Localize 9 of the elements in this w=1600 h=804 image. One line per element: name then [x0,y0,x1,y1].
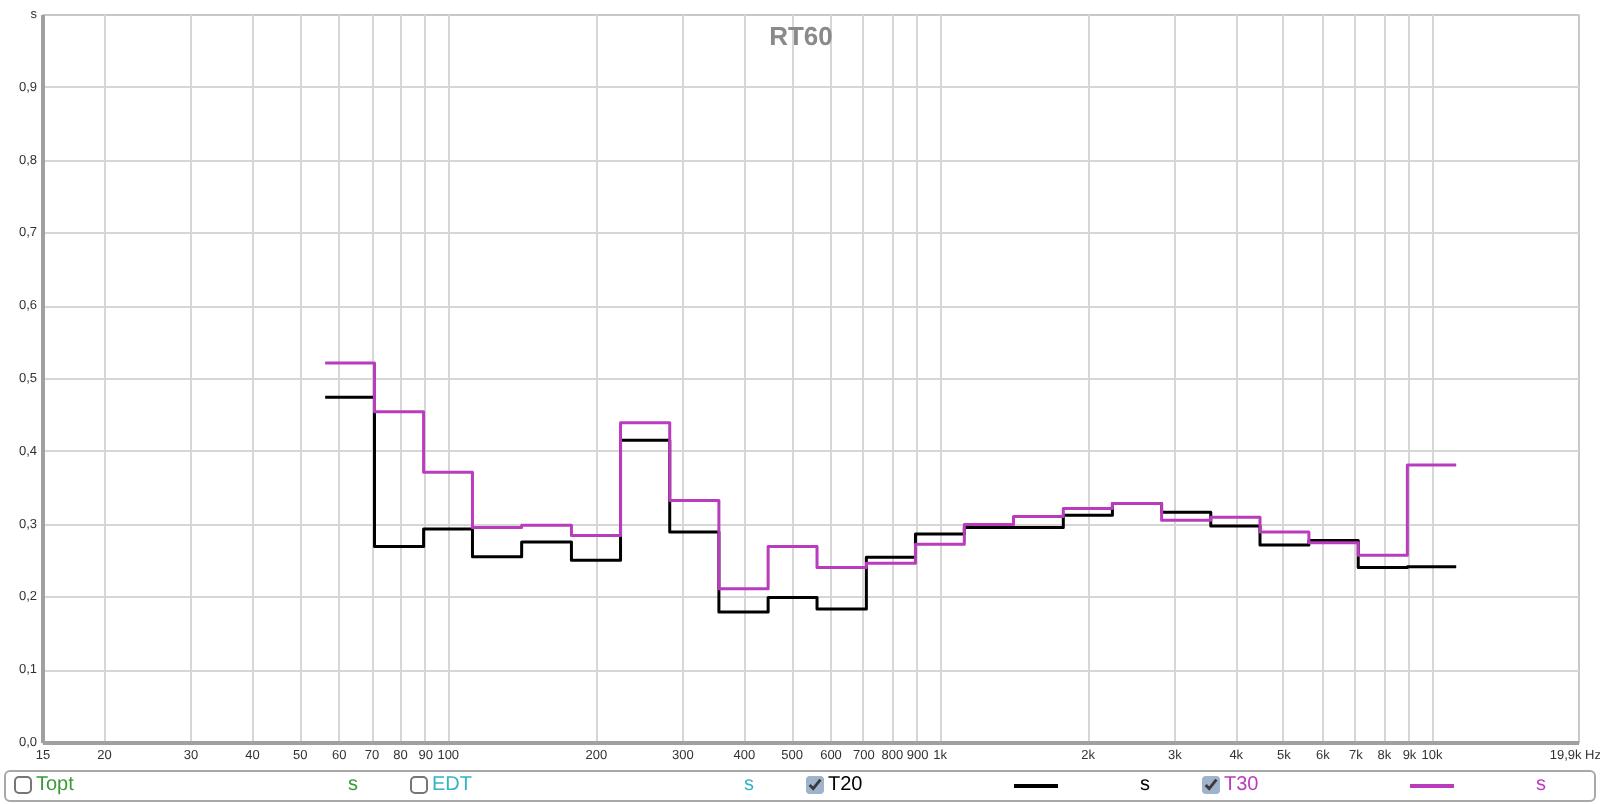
legend-unit: s [744,774,754,798]
legend-unit: s [348,774,358,798]
legend-label: Topt [36,774,74,798]
legend-label: T20 [828,774,863,798]
legend-unit: s [1536,774,1546,798]
legend-unit: s [1140,774,1150,798]
legend-label: EDT [432,774,472,798]
chart-title: RT60 [769,21,833,51]
legend-label: T30 [1224,774,1259,798]
